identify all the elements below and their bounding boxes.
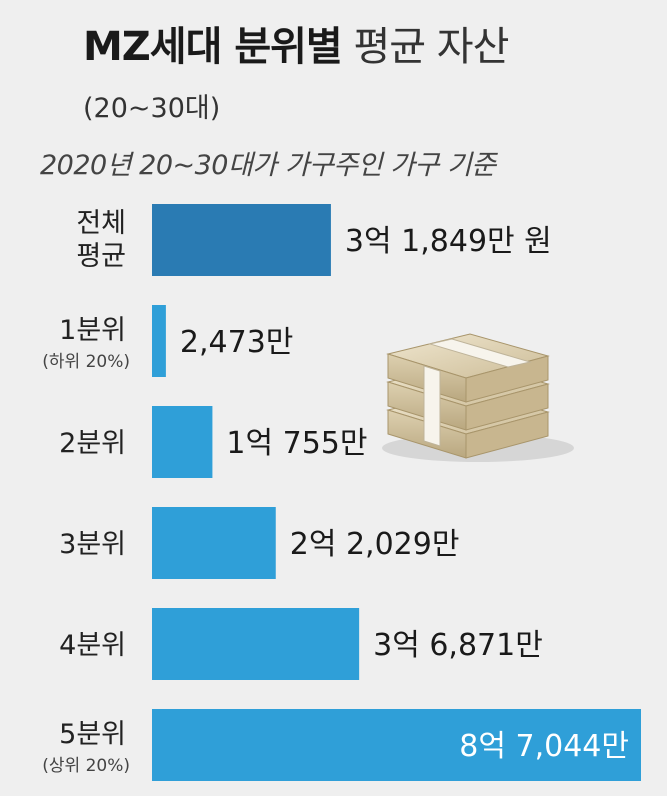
title-block: MZ세대 분위별 평균 자산 <box>83 14 509 72</box>
category-label: 3분위 <box>59 529 126 560</box>
category-label: 4분위 <box>59 630 126 661</box>
value-label: 2,473만 <box>180 325 293 360</box>
bar-0 <box>152 204 331 276</box>
money-stack-icon <box>382 333 574 462</box>
value-label: 3억 1,849만 원 <box>345 224 552 259</box>
category-label: 5분위 <box>59 719 126 750</box>
chart-note: 2020년 20~30대가 가구주인 가구 기준 <box>40 150 496 181</box>
value-label: 1억 755만 <box>226 426 367 461</box>
value-labels: 3억 1,849만 원 2,473만 1억 755만 2억 2,029만 3억 6,87… <box>180 224 629 764</box>
chart-title: MZ세대 분위별 평균 자산 <box>83 14 509 72</box>
category-label: 2분위 <box>59 428 126 459</box>
title-light: 평균 자산 <box>353 24 509 70</box>
value-label: 2억 2,029만 <box>290 527 460 562</box>
bar-4 <box>152 608 360 680</box>
value-label: 3억 6,871만 <box>373 628 543 663</box>
category-sublabel: (하위 20%) <box>42 352 130 372</box>
bars-group <box>152 204 641 781</box>
chart-subtitle: (20~30대) <box>83 93 221 124</box>
bar-3 <box>152 507 276 579</box>
bar-5 <box>152 709 641 781</box>
bar-2 <box>152 406 213 478</box>
title-bold: MZ세대 분위별 <box>83 24 343 70</box>
category-label: 1분위 <box>59 315 126 346</box>
category-sublabel: (상위 20%) <box>42 756 130 776</box>
category-label: 평균 <box>76 241 126 272</box>
value-label: 8억 7,044만 <box>459 729 629 764</box>
bar-1 <box>152 305 166 377</box>
category-label: 전체 <box>76 208 126 239</box>
